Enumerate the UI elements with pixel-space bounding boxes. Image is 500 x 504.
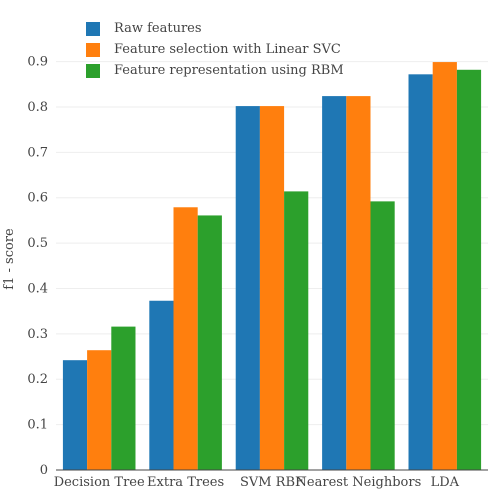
legend-item-feature-selection[interactable]: Feature selection with Linear SVC — [86, 39, 344, 60]
y-tick-label: 0.9 — [27, 55, 48, 70]
bar — [284, 191, 309, 470]
bar — [197, 215, 222, 470]
bar — [111, 326, 136, 470]
legend-swatch-feature-representation — [86, 63, 100, 78]
bar — [408, 74, 433, 470]
bar — [173, 207, 198, 470]
y-tick-label: 0.6 — [27, 191, 48, 206]
legend-label-feature-representation: Feature representation using RBM — [114, 63, 344, 78]
bar — [346, 96, 371, 470]
legend-swatch-feature-selection — [86, 42, 100, 57]
legend-label-feature-selection: Feature selection with Linear SVC — [114, 42, 341, 57]
chart-legend: Raw features Feature selection with Line… — [86, 18, 344, 81]
bar — [322, 96, 347, 470]
x-tick-label: Decision Tree — [54, 475, 145, 490]
legend-item-feature-representation[interactable]: Feature representation using RBM — [86, 60, 344, 81]
x-tick-label: SVM RBF — [240, 475, 304, 490]
y-tick-label: 0.4 — [27, 281, 48, 296]
bar — [432, 62, 457, 471]
x-tick-label: LDA — [431, 475, 460, 490]
legend-swatch-raw-features — [86, 21, 100, 36]
bar — [149, 300, 174, 470]
bar — [235, 106, 260, 470]
y-tick-label: 0.7 — [27, 145, 48, 160]
x-tick-label: Nearest Neighbors — [296, 475, 422, 490]
y-axis-label: f1 - score — [2, 228, 17, 290]
y-tick-label: 0.5 — [27, 236, 48, 251]
bar — [456, 69, 482, 471]
y-tick-label: 0.3 — [27, 327, 48, 342]
legend-label-raw-features: Raw features — [114, 21, 202, 36]
x-tick-label: Extra Trees — [147, 475, 224, 490]
y-tick-label: 0 — [40, 463, 48, 478]
y-tick-label: 0.1 — [27, 418, 48, 433]
y-tick-label: 0.2 — [27, 372, 48, 387]
legend-item-raw-features[interactable]: Raw features — [86, 18, 344, 39]
bar — [259, 106, 285, 470]
bar — [62, 360, 88, 470]
bar — [370, 201, 395, 470]
y-tick-label: 0.8 — [27, 100, 48, 115]
bar — [87, 350, 112, 470]
